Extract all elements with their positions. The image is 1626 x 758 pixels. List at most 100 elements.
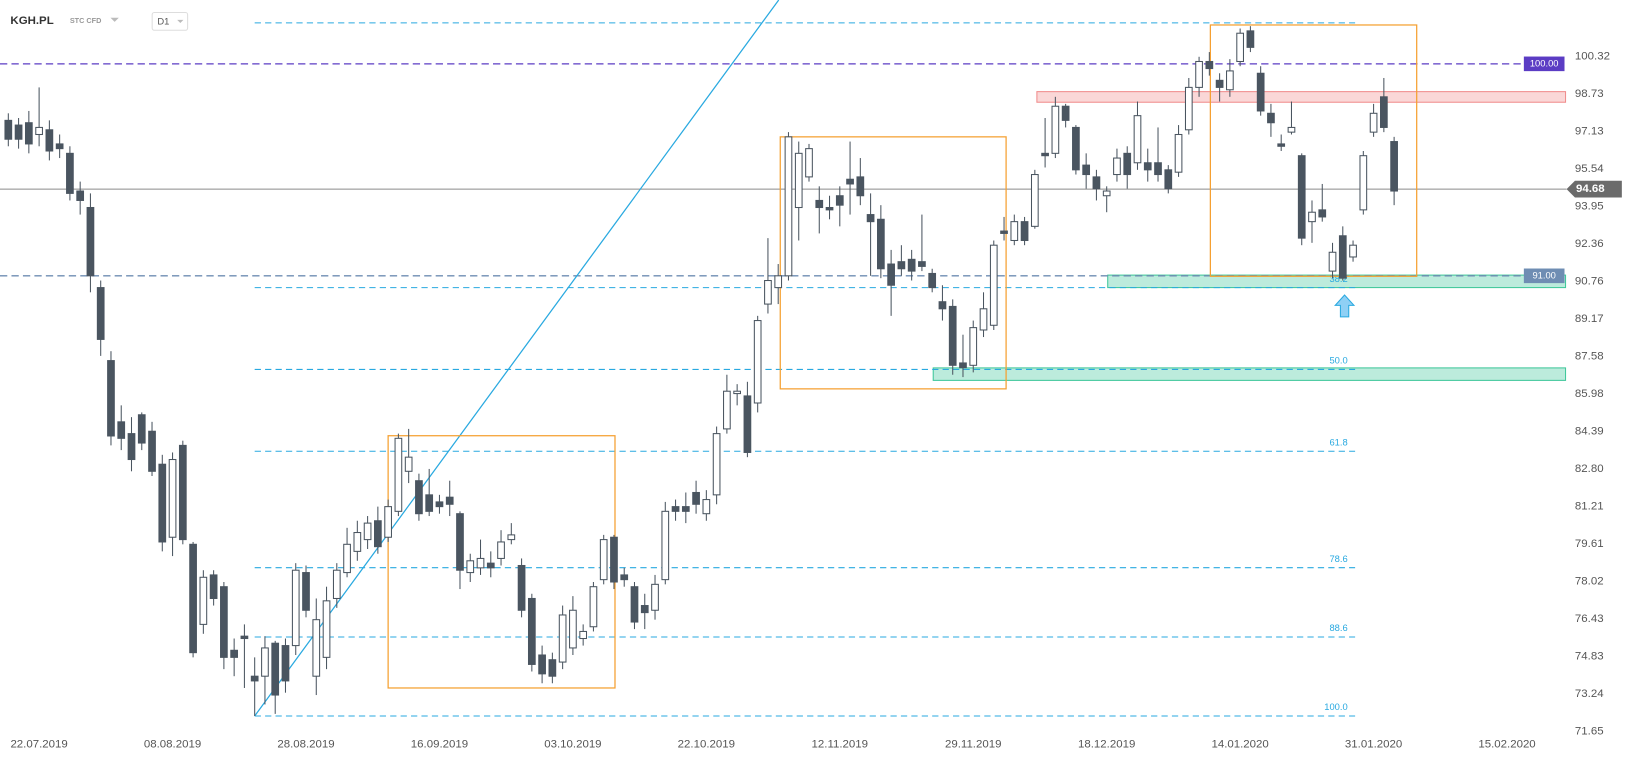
candle-body [507,534,516,541]
range-box [1209,24,1418,277]
candle-body [261,647,269,677]
y-tick-label: 93.95 [1575,200,1604,212]
candle-body [1390,141,1398,192]
y-tick-label: 81.21 [1575,500,1604,512]
candle-body [291,569,300,647]
instrument-type[interactable]: STC CFD [70,16,102,25]
y-tick-label: 78.02 [1575,576,1604,588]
level-label-box [1523,56,1565,72]
candle-body [1195,60,1203,88]
candle-body [825,206,834,211]
level-label-box [1523,268,1565,284]
candle-body [959,362,967,369]
x-tick-label: 16.09.2019 [411,738,468,750]
candle-body [209,574,218,599]
y-tick-label: 95.54 [1575,163,1604,175]
candle-body [610,536,618,583]
candle-body [456,513,464,571]
candle-body [969,327,978,366]
range-box [779,136,1007,390]
candle-body [589,586,598,628]
candle-body [692,491,700,505]
candle-body [764,280,772,305]
candle-body [1020,221,1029,242]
candle-body [343,543,351,574]
candle-body [1133,115,1142,164]
candle-body [671,506,680,512]
candle-body [148,430,156,472]
y-tick-label: 98.73 [1575,88,1604,100]
y-tick-label: 74.83 [1575,651,1604,663]
candle-body [24,122,33,145]
candle-body [620,574,629,581]
candle-body [527,597,536,665]
candle-body [723,390,731,430]
candle-body [1277,143,1286,147]
candle-body [497,541,505,559]
candle-body [353,532,362,552]
candle-body [989,244,998,326]
candle-body [1092,176,1101,190]
level-label: 91.00 [1532,270,1555,280]
candle-body [599,539,608,581]
candle-body [517,564,526,611]
candle-body [4,119,13,140]
y-tick-label: 71.65 [1575,726,1604,738]
candle-body [1287,126,1296,133]
candle-body [1072,126,1080,171]
trend-line [254,0,780,717]
y-tick-label: 85.98 [1575,388,1604,400]
candle-body [415,480,423,515]
candle-body [1256,72,1265,112]
candle-body [117,421,126,439]
y-tick-label: 76.43 [1575,613,1604,625]
fib-label: 50.0 [1329,356,1347,366]
timeframe[interactable]: D1 [157,16,169,26]
y-tick-label: 92.36 [1575,238,1604,250]
candle-body [743,395,752,453]
x-tick-label: 03.10.2019 [544,738,601,750]
x-tick-label: 22.07.2019 [10,738,67,750]
candle-body [784,136,793,277]
candle-body [1030,174,1039,227]
candle-body [55,143,64,150]
candle-body [630,586,639,623]
candle-body [887,263,895,286]
candle-body [425,494,434,512]
zone [1036,91,1567,103]
candle-body [794,152,803,209]
candle-body [1041,152,1049,157]
candle-body [127,433,136,461]
timeframe-caret[interactable] [177,19,184,23]
y-tick-label: 97.13 [1575,125,1604,137]
candle-body [76,190,85,201]
candle-body [35,126,43,136]
candle-body [312,619,321,677]
zone [1107,274,1567,289]
candle-body [1236,32,1244,63]
candle-body [363,522,372,541]
candle-body [702,499,711,515]
candle-body [486,562,495,569]
candle-body [548,659,557,677]
fib-label: 61.8 [1329,437,1347,447]
candle-body [1174,133,1183,173]
candle-body [1246,30,1255,48]
candle-body [877,218,885,270]
fib-label: 100.0 [1324,702,1347,712]
y-tick-label: 89.17 [1575,313,1604,325]
timeframe-box[interactable] [151,12,189,31]
candle-body [1102,190,1111,197]
candle-body [1338,235,1347,279]
candle-body [835,195,844,206]
dropdown-caret[interactable] [110,17,119,22]
candle-body [445,496,454,505]
candle-body [1164,169,1173,190]
candle-body [96,287,105,340]
candle-body [1297,155,1306,239]
candle-body [1082,164,1091,176]
candle-body [271,642,280,696]
fib-label: 38.2 [1329,274,1347,284]
candle-body [897,261,906,270]
